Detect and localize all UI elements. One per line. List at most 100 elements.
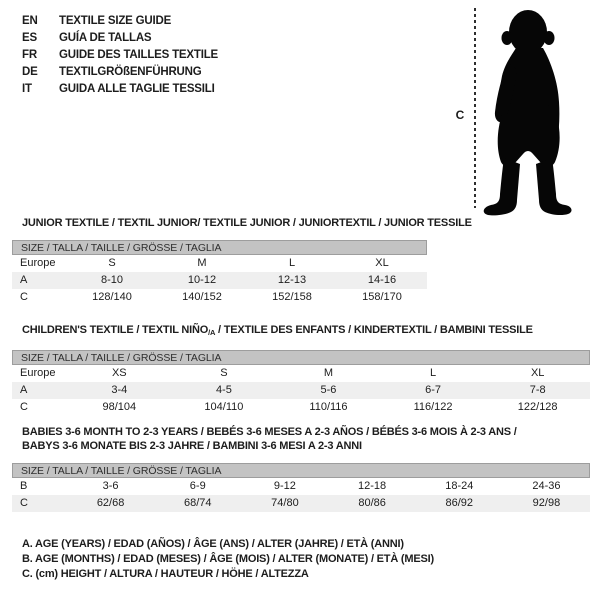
row-label: Europe [20,257,56,269]
language-code: EN [22,14,38,27]
language-title: GUIDE DES TAILLES TEXTILE [59,48,218,61]
language-list: EN TEXTILE SIZE GUIDE ES GUÍA DE TALLAS FR GU… [22,12,218,97]
table-cell: 98/104 [102,401,137,413]
row-label: C [20,497,28,509]
title-text: JUNIOR TEXTILE / TEXTIL JUNIOR/ TEXTILE … [22,217,472,229]
row-label: B [20,480,28,492]
title-text: / TEXTILE DES ENFANTS / KINDERTEXTIL / B… [215,324,533,336]
language-title: GUÍA DE TALLAS [59,31,152,44]
title-text: BABYS 3-6 MONATE BIS 2-3 JAHRE / BAMBINI… [22,440,362,452]
table-cell: 24-36 [532,480,561,492]
height-measure-label: C [455,108,465,122]
language-code: DE [22,65,38,78]
footnote-line: B. AGE (MONTHS) / EDAD (MESES) / ÂGE (MO… [22,553,434,565]
size-header-bar: SIZE / TALLA / TAILLE / GRÖSSE / TAGLIA [12,350,590,365]
table-row-europe: Europe XS S M L XL [12,365,590,382]
table-cell: 86/92 [445,497,474,509]
table-cell: 10-12 [187,274,217,286]
table-cell: 80/86 [358,497,386,509]
table-cell: 152/158 [272,291,312,303]
section-title-line: CHILDREN'S TEXTILE / TEXTIL NIÑO/A / TEX… [22,323,590,340]
row-label: A [20,384,28,396]
junior-section-title: JUNIOR TEXTILE / TEXTIL JUNIOR/ TEXTILE … [12,216,472,230]
size-header-bar: SIZE / TALLA / TAILLE / GRÖSSE / TAGLIA [12,240,427,255]
title-text: CHILDREN'S TEXTILE / TEXTIL NIÑO [22,324,209,336]
table-cell: 12-13 [277,274,307,286]
table-cell: XL [530,367,545,379]
language-row: IT GUIDA ALLE TAGLIE TESSILI [22,80,218,97]
section-title-line: BABIES 3-6 MONTH TO 2-3 YEARS / BEBÉS 3-… [22,425,590,439]
section-title-line: JUNIOR TEXTILE / TEXTIL JUNIOR/ TEXTILE … [22,216,472,230]
height-measure-line [474,8,476,208]
junior-table: SIZE / TALLA / TAILLE / GRÖSSE / TAGLIA E… [12,240,427,306]
table-cell: 3-6 [102,480,119,492]
children-table: SIZE / TALLA / TAILLE / GRÖSSE / TAGLIA E… [12,350,590,416]
table-cell: 3-4 [111,384,128,396]
table-cell: M [323,367,334,379]
table-cell: 12-18 [358,480,387,492]
section-title-line: BABYS 3-6 MONATE BIS 2-3 JAHRE / BAMBINI… [22,439,590,453]
babies-section-title: BABIES 3-6 MONTH TO 2-3 YEARS / BEBÉS 3-… [12,425,590,453]
language-row: FR GUIDE DES TAILLES TEXTILE [22,46,218,63]
footnote-line: C. (cm) HEIGHT / ALTURA / HAUTEUR / HÖHE… [22,568,309,580]
footnote-line: A. AGE (YEARS) / EDAD (AÑOS) / ÂGE (ANS)… [22,538,404,550]
language-title: TEXTILGRÖßENFÜHRUNG [59,65,202,78]
footnotes: A. AGE (YEARS) / EDAD (AÑOS) / ÂGE (ANS)… [22,537,434,582]
language-title: GUIDA ALLE TAGLIE TESSILI [59,82,215,95]
row-label: C [20,291,28,303]
table-cell: 140/152 [182,291,222,303]
table-cell: 62/68 [96,497,125,509]
table-row-c: C 62/68 68/74 74/80 80/86 86/92 92/98 [12,495,590,512]
table-row-c: C 128/140 140/152 152/158 158/170 [12,289,427,306]
table-cell: 18-24 [445,480,474,492]
babies-table: SIZE / TALLA / TAILLE / GRÖSSE / TAGLIA B… [12,463,590,512]
table-row-b: B 3-6 6-9 9-12 12-18 18-24 24-36 [12,478,590,495]
table-cell: XS [111,367,127,379]
title-text: BABIES 3-6 MONTH TO 2-3 YEARS / BEBÉS 3-… [22,426,517,438]
table-cell: 158/170 [362,291,402,303]
toddler-silhouette-icon [483,10,572,216]
language-row: ES GUÍA DE TALLAS [22,29,218,46]
table-cell: L [430,367,437,379]
table-cell: 8-10 [100,274,124,286]
children-section: CHILDREN'S TEXTILE / TEXTIL NIÑO/A / TEX… [12,323,590,416]
row-label: A [20,274,28,286]
babies-section: BABIES 3-6 MONTH TO 2-3 YEARS / BEBÉS 3-… [12,425,590,512]
language-title: TEXTILE SIZE GUIDE [59,14,172,27]
table-cell: 14-16 [367,274,397,286]
table-cell: 104/110 [204,401,244,413]
table-cell: 4-5 [215,384,232,396]
table-cell: 74/80 [271,497,299,509]
table-cell: XL [375,257,389,269]
table-cell: 5-6 [320,384,337,396]
language-row: DE TEXTILGRÖßENFÜHRUNG [22,63,218,80]
language-code: FR [22,48,37,61]
table-cell: 128/140 [92,291,132,303]
table-cell: 6-9 [189,480,206,492]
table-cell: 122/128 [517,401,558,413]
title-subscript: /A [208,328,216,337]
table-cell: 116/122 [413,401,453,413]
language-row: EN TEXTILE SIZE GUIDE [22,12,218,29]
table-cell: 6-7 [425,384,442,396]
table-row-a: A 8-10 10-12 12-13 14-16 [12,272,427,289]
table-cell: M [197,257,207,269]
table-cell: 7-8 [529,384,546,396]
language-code: IT [22,82,32,95]
table-cell: 92/98 [532,497,561,509]
table-cell: 110/116 [309,401,348,413]
table-row-europe: Europe S M L XL [12,255,427,272]
table-cell: 9-12 [273,480,296,492]
size-header-bar: SIZE / TALLA / TAILLE / GRÖSSE / TAGLIA [12,463,590,478]
table-cell: S [108,257,116,269]
table-row-a: A 3-4 4-5 5-6 6-7 7-8 [12,382,590,399]
table-row-c: C 98/104 104/110 110/116 116/122 122/128 [12,399,590,416]
row-label: C [20,401,28,413]
children-section-title: CHILDREN'S TEXTILE / TEXTIL NIÑO/A / TEX… [12,323,590,340]
table-cell: L [288,257,296,269]
table-cell: S [220,367,228,379]
table-cell: 68/74 [183,497,212,509]
language-code: ES [22,31,37,44]
junior-section: JUNIOR TEXTILE / TEXTIL JUNIOR/ TEXTILE … [12,216,472,306]
